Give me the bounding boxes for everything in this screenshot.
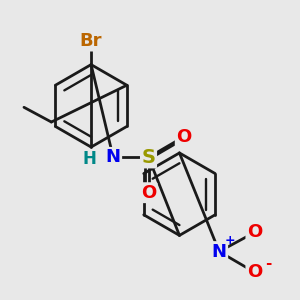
Text: N: N — [106, 148, 121, 166]
Text: N: N — [212, 243, 227, 261]
Text: -: - — [266, 256, 272, 272]
Text: S: S — [142, 148, 155, 167]
Text: +: + — [225, 234, 236, 247]
Text: H: H — [83, 150, 97, 168]
Text: O: O — [176, 128, 191, 146]
Text: O: O — [247, 263, 262, 281]
Text: O: O — [141, 184, 156, 202]
Text: Br: Br — [80, 32, 102, 50]
Text: O: O — [247, 224, 262, 242]
